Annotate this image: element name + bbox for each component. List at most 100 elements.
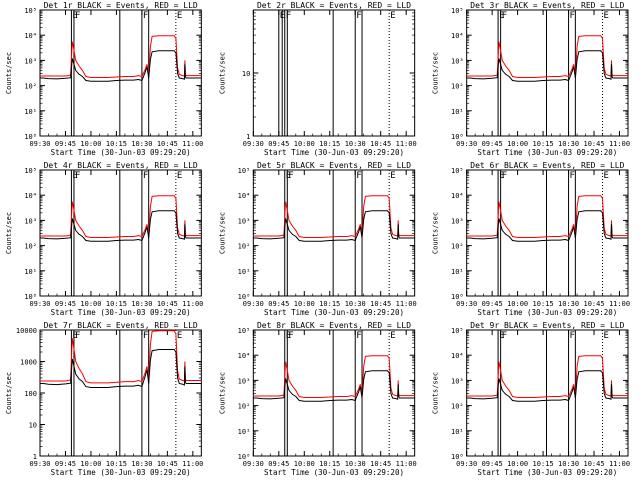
y-tick-label: 10¹ [24,108,37,116]
y-tick-label: 10⁵ [451,327,464,335]
y-tick-label: 10⁴ [24,32,37,40]
y-tick-label: 10⁵ [24,7,37,15]
lld-series-line [40,330,202,384]
y-axis-label: Counts/sec [432,52,440,94]
y-tick-label: 10³ [24,217,37,225]
x-tick-label: 09:30 [456,140,477,148]
events-series-line [253,370,415,402]
y-tick-label: 10⁵ [238,327,251,335]
y-axis-label: Counts/sec [218,212,226,254]
y-tick-label: 10¹ [238,428,251,436]
x-tick-label: 10:00 [294,460,315,468]
flag-label: F [502,11,507,21]
x-tick-label: 10:00 [294,300,315,308]
x-tick-label: 10:30 [345,300,366,308]
y-tick-label: 10³ [238,377,251,385]
events-series-line [466,210,628,242]
x-tick-label: 10:30 [131,460,152,468]
y-tick-label: 1000 [20,359,37,367]
x-tick-label: 10:30 [558,300,579,308]
x-tick-label: 10:30 [345,460,366,468]
x-tick-label: 10:00 [80,300,101,308]
x-tick-label: 09:45 [268,460,289,468]
y-tick-label: 10² [451,243,464,251]
y-tick-label: 10000 [16,327,37,335]
flag-label: F [570,11,575,21]
chart-title: Det 8r BLACK = Events, RED = LLD [257,321,411,330]
x-tick-label: 10:00 [507,140,528,148]
chart-title: Det 3r BLACK = Events, RED = LLD [470,1,624,10]
lld-series-line [253,355,415,398]
flag-label: F [502,331,507,341]
x-tick-label: 11:00 [396,140,417,148]
plot-frame [39,9,202,137]
x-tick-label: 10:45 [583,460,604,468]
chart-panel-3: Det 3r BLACK = Events, RED = LLD 10⁰ 10¹ 10… [432,1,630,157]
y-tick-label: 10 [242,70,250,78]
x-axis-label: Start Time (30-Jun-03 09:29:20) [264,148,404,157]
x-axis-label: Start Time (30-Jun-03 09:29:20) [264,308,404,317]
y-tick-label: 10 [29,422,37,430]
x-axis-label: Start Time (30-Jun-03 09:29:20) [477,148,617,157]
flag-label: F [143,171,148,181]
chart-panel-8: Det 8r BLACK = Events, RED = LLD 10⁰ 10¹ 10… [218,321,416,477]
y-tick-label: 10⁴ [238,192,251,200]
chart-title: Det 2r BLACK = Events, RED = LLD [257,1,411,10]
x-tick-label: 09:30 [243,300,264,308]
chart-panel-4: Det 4r BLACK = Events, RED = LLD 10⁰ 10¹ 10… [5,161,203,317]
plot-frame [466,169,629,297]
x-axis-label: Start Time (30-Jun-03 09:29:20) [477,308,617,317]
y-tick-label: 10¹ [451,428,464,436]
y-axis-label: Counts/sec [218,372,226,414]
x-tick-label: 09:45 [268,140,289,148]
x-tick-label: 09:45 [55,140,76,148]
flag-label: F [286,11,291,21]
x-tick-label: 10:45 [370,140,391,148]
y-tick-label: 10³ [24,57,37,65]
y-tick-label: 100 [24,390,37,398]
x-tick-label: 09:30 [456,300,477,308]
x-axis-label: Start Time (30-Jun-03 09:29:20) [477,468,617,477]
x-tick-label: 10:15 [533,140,554,148]
y-tick-label: 10² [451,83,464,91]
chart-title: Det 9r BLACK = Events, RED = LLD [470,321,624,330]
flag-label: E [604,331,609,341]
y-tick-label: 10⁵ [238,167,251,175]
x-tick-label: 10:45 [370,460,391,468]
flag-label: E [390,331,395,341]
y-tick-label: 10⁰ [451,133,464,141]
x-tick-label: 09:45 [482,140,503,148]
x-tick-label: 10:00 [507,300,528,308]
flag-label: E [177,331,182,341]
flag-label: F [356,171,361,181]
flag-label: E [72,171,77,181]
y-tick-label: 10⁰ [451,453,464,461]
chart-title: Det 1r BLACK = Events, RED = LLD [44,1,198,10]
y-tick-label: 10⁴ [24,192,37,200]
x-tick-label: 10:45 [583,140,604,148]
flag-label: F [143,11,148,21]
x-tick-label: 10:15 [533,300,554,308]
chart-title: Det 6r BLACK = Events, RED = LLD [470,161,624,170]
x-axis-label: Start Time (30-Jun-03 09:29:20) [51,468,191,477]
y-tick-label: 1 [246,133,250,141]
x-tick-label: 10:00 [80,140,101,148]
events-series-line [40,50,202,82]
flag-label: F [75,331,80,341]
chart-title: Det 4r BLACK = Events, RED = LLD [44,161,198,170]
flag-label: E [72,331,77,341]
x-tick-label: 11:00 [609,300,630,308]
y-tick-label: 10⁴ [451,192,464,200]
x-tick-label: 10:30 [131,140,152,148]
x-tick-label: 11:00 [396,460,417,468]
x-tick-label: 10:30 [558,460,579,468]
chart-title: Det 5r BLACK = Events, RED = LLD [257,161,411,170]
y-axis-label: Counts/sec [432,372,440,414]
flag-label: F [356,11,361,21]
flag-label: E [499,171,504,181]
chart-panel-5: Det 5r BLACK = Events, RED = LLD 10⁰ 10¹ 10… [218,161,416,317]
x-tick-label: 09:30 [29,140,50,148]
flag-label: E [499,331,504,341]
flag-label: E [280,11,285,21]
